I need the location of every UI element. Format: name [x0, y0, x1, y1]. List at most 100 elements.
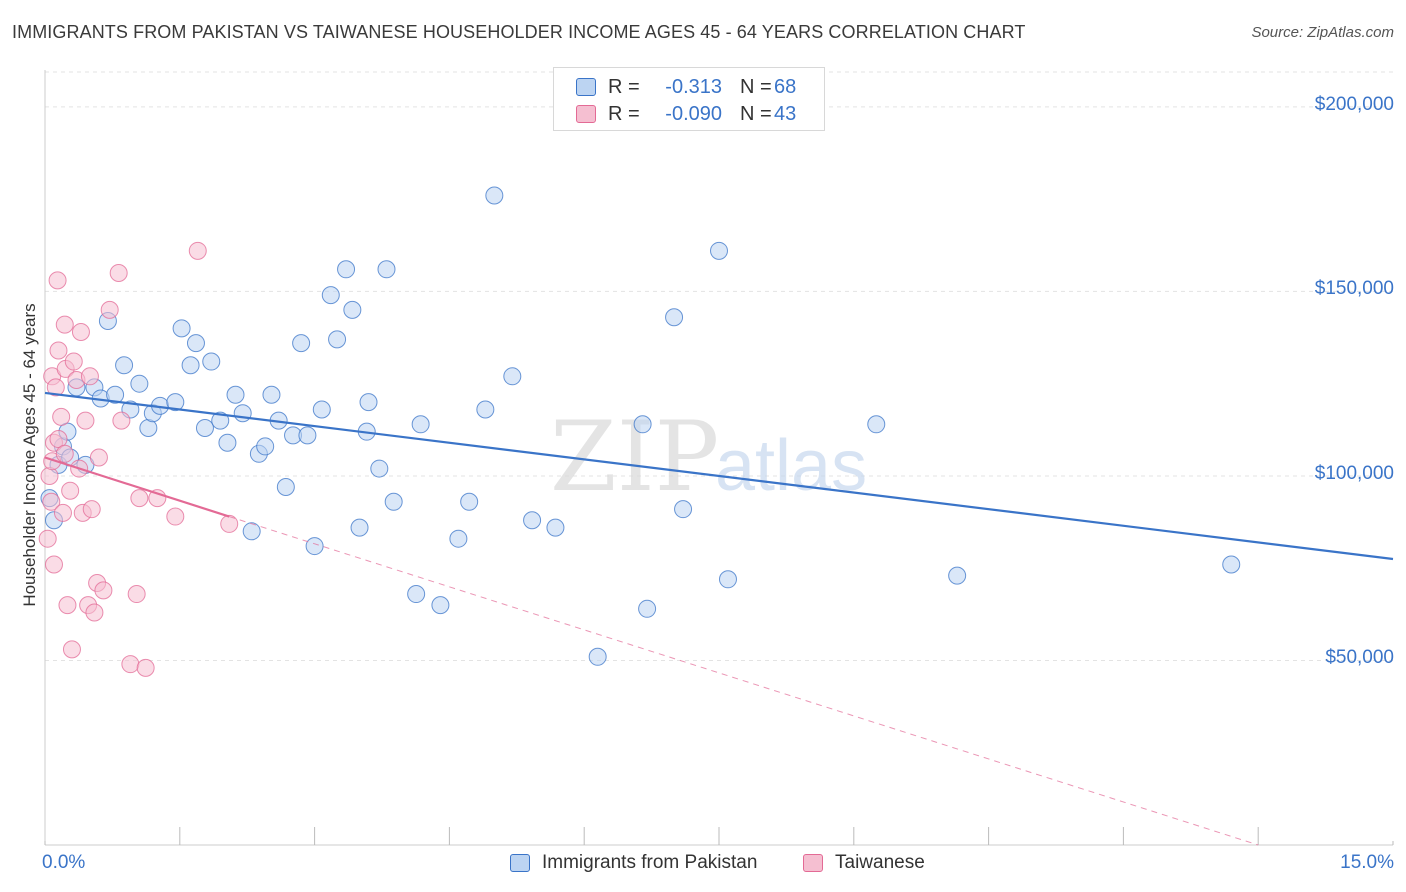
taiwanese-swatch [576, 105, 596, 123]
pakistan-point [431, 596, 450, 615]
n-label: N = [740, 102, 772, 125]
pakistan-point [186, 334, 205, 353]
pakistan-point [305, 537, 324, 556]
taiwanese-point [89, 448, 108, 467]
pakistan-point [460, 492, 479, 511]
correlation-legend: R = -0.313 N = 68 R = -0.090 N = 43 [553, 67, 825, 131]
y-axis-label: Householder Income Ages 45 - 64 years [20, 303, 39, 607]
pakistan-point [195, 418, 214, 437]
pakistan-point [312, 400, 331, 419]
pakistan-point [233, 404, 252, 423]
r-label: R = [608, 102, 640, 125]
legend-item-taiwanese[interactable]: Taiwanese [803, 852, 925, 874]
taiwanese-point [55, 315, 74, 334]
legend-label-taiwanese: Taiwanese [835, 852, 925, 873]
pakistan-point [321, 286, 340, 305]
taiwanese-point [61, 481, 80, 500]
pakistan-point [218, 433, 237, 452]
pakistan-point [377, 260, 396, 279]
r-value: -0.313 [665, 75, 722, 98]
taiwanese-point [40, 466, 59, 485]
r-value: -0.090 [665, 102, 722, 125]
pakistan-point [633, 415, 652, 434]
pakistan-point [674, 500, 693, 519]
taiwanese-point [121, 655, 140, 674]
pakistan-point [211, 411, 230, 430]
n-value: 68 [774, 75, 797, 98]
gridlines [45, 71, 1393, 661]
taiwanese-point [42, 492, 61, 511]
r-label: R = [608, 75, 640, 98]
pakistan-point [710, 241, 728, 260]
pakistan-point [359, 393, 378, 412]
y-tick-label: $200,000 [1314, 93, 1394, 115]
pakistan-point [1222, 555, 1241, 574]
pakistan-point [276, 478, 295, 497]
pakistan-point [130, 374, 149, 393]
pakistan-point [166, 393, 185, 412]
x-max-label: 15.0% [1340, 852, 1394, 873]
pakistan-swatch [510, 854, 530, 872]
pakistan-point [476, 400, 495, 419]
taiwanese-point [58, 596, 77, 615]
pakistan-point [948, 566, 967, 585]
pakistan-point [384, 492, 403, 511]
pakistan-point [588, 647, 607, 666]
pakistan-point [242, 522, 261, 541]
pakistan-point [181, 356, 200, 375]
taiwanese-point [94, 581, 113, 600]
taiwanese-trend-extension [229, 516, 1259, 846]
legend-row-taiwanese: R = -0.090 N = 43 [554, 100, 796, 128]
pakistan-point [449, 529, 468, 548]
taiwanese-point [44, 555, 63, 574]
source-credit: Source: ZipAtlas.com [1251, 24, 1394, 41]
taiwanese-point [109, 263, 128, 282]
chart-title: IMMIGRANTS FROM PAKISTAN VS TAIWANESE HO… [12, 22, 1026, 42]
taiwanese-point [38, 529, 57, 548]
taiwanese-point [55, 444, 74, 463]
taiwanese-point [112, 411, 131, 430]
pakistan-point [262, 385, 281, 404]
x-min-label: 0.0% [42, 852, 86, 873]
pakistan-point [867, 415, 886, 434]
y-tick-label: $50,000 [1325, 647, 1394, 669]
taiwanese-point [76, 411, 95, 430]
legend-label-pakistan: Immigrants from Pakistan [542, 852, 758, 873]
pakistan-point [256, 437, 275, 456]
taiwanese-point [136, 658, 155, 677]
taiwanese-point [49, 341, 68, 360]
pakistan-point [337, 260, 356, 279]
legend-item-pakistan[interactable]: Immigrants from Pakistan [510, 852, 757, 874]
pakistan-point [665, 308, 684, 327]
taiwanese-point [80, 367, 99, 386]
pakistan-point [292, 334, 311, 353]
taiwanese-point [64, 352, 83, 371]
taiwanese-point [53, 503, 72, 522]
taiwanese-point [46, 378, 65, 397]
pakistan-point [546, 518, 565, 537]
y-tick-label: $100,000 [1314, 462, 1394, 484]
pakistan-point [370, 459, 389, 478]
pakistan-point [343, 300, 362, 319]
n-label: N = [740, 75, 772, 98]
pakistan-point [407, 585, 426, 604]
taiwanese-swatch [803, 854, 823, 872]
pakistan-point [638, 599, 657, 618]
pakistan-point [411, 415, 430, 434]
pakistan-point [172, 319, 191, 338]
pakistan-point [485, 186, 504, 205]
watermark-zip: ZIP [550, 401, 719, 513]
pakistan-point [503, 367, 522, 386]
pakistan-trend-line [44, 391, 1394, 561]
taiwanese-point [82, 500, 101, 519]
watermark-atlas: atlas [715, 426, 867, 506]
series-legend: Immigrants from Pakistan Taiwanese [0, 852, 1406, 878]
pakistan-point [523, 511, 542, 530]
taiwanese-point [166, 507, 185, 526]
watermark: ZIP atlas [550, 401, 867, 513]
taiwanese-point [48, 271, 67, 290]
taiwanese-point [188, 241, 207, 260]
taiwanese-point [220, 514, 239, 533]
pakistan-point [106, 385, 125, 404]
